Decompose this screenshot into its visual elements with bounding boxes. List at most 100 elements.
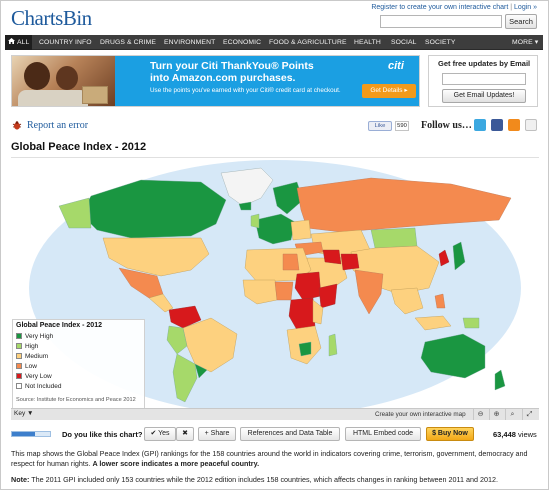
site-logo[interactable]: ChartsBin (11, 6, 92, 30)
map-east-africa[interactable] (312, 299, 324, 325)
map-australia[interactable] (420, 333, 486, 379)
map-greenland[interactable] (220, 167, 274, 207)
map-colombia[interactable] (168, 305, 202, 329)
facebook-icon[interactable] (491, 119, 503, 131)
map-somalia[interactable] (318, 283, 338, 309)
facebook-like-button[interactable]: Like (368, 121, 392, 131)
legend-item-very-high: Very High (16, 333, 53, 341)
main-nav: ALL COUNTRY INFO DRUGS & CRIME ENVIRONME… (5, 35, 543, 50)
map-usa[interactable] (102, 237, 210, 277)
legend-swatch (16, 363, 22, 369)
legend-swatch (16, 333, 22, 339)
rss-icon[interactable] (508, 119, 520, 131)
share-button[interactable]: + Share (198, 427, 236, 441)
link-separator: | (510, 4, 513, 11)
like-question: Do you like this chart? (62, 430, 143, 439)
legend-item-very-low: Very Low (16, 373, 52, 381)
top-links: Register to create your own interactive … (371, 4, 537, 11)
references-button[interactable]: References and Data Table (240, 427, 340, 441)
map-brazil[interactable] (182, 317, 238, 373)
ad-banner[interactable]: Turn your Citi ThankYou® Points into Ama… (11, 55, 420, 107)
map-mongolia[interactable] (370, 227, 418, 249)
map-uruguay[interactable] (194, 363, 208, 379)
legend-swatch (16, 383, 22, 389)
legend-swatch (16, 343, 22, 349)
map-iceland[interactable] (238, 201, 252, 211)
buy-now-button[interactable]: $ Buy Now (426, 427, 474, 441)
nav-item-society[interactable]: SOCIETY (425, 39, 456, 46)
map-japan[interactable] (452, 241, 466, 271)
map-ukraine[interactable] (290, 219, 312, 241)
create-map-link[interactable]: Create your own interactive map (375, 410, 466, 418)
nav-item-more[interactable]: MORE ▾ (512, 39, 539, 46)
map-new-zealand[interactable] (494, 369, 506, 391)
map-west-africa[interactable] (242, 279, 278, 305)
chart-note: Note: The 2011 GPI included only 153 cou… (11, 475, 498, 484)
map-alaska[interactable] (58, 197, 92, 229)
no-button[interactable]: ✖ (176, 427, 194, 441)
nav-item-country-info[interactable]: COUNTRY INFO (39, 39, 92, 46)
map-libya[interactable] (282, 253, 300, 271)
register-link[interactable]: Register to create your own interactive … (371, 4, 509, 11)
world-map[interactable]: Global Peace Index - 2012 Very High High… (11, 157, 539, 410)
map-indonesia[interactable] (414, 315, 452, 331)
zoom-out-icon[interactable]: ⊖ (473, 409, 487, 420)
nav-item-all[interactable]: ALL (5, 35, 32, 50)
legend-item-low: Low (16, 363, 37, 371)
map-scandinavia[interactable] (272, 181, 304, 215)
fullscreen-icon[interactable]: ⤢ (522, 409, 536, 420)
map-canvas[interactable] (11, 158, 539, 408)
chart-description: This map shows the Global Peace Index (G… (11, 449, 528, 468)
get-email-updates-button[interactable]: Get Email Updates! (442, 89, 526, 103)
nav-item-economic[interactable]: ECONOMIC (223, 39, 262, 46)
email-field[interactable] (442, 73, 526, 85)
map-nigeria[interactable] (274, 281, 294, 301)
zoom-in-icon[interactable]: ⊕ (489, 409, 503, 420)
map-toolbar: Key ▼ Create your own interactive map ⊖ … (11, 408, 539, 420)
map-philippines[interactable] (434, 293, 446, 309)
map-peru[interactable] (166, 325, 188, 355)
map-europe[interactable] (254, 213, 296, 245)
home-icon (8, 38, 15, 44)
login-link[interactable]: Login » (514, 4, 537, 11)
legend-source: Source: Institute for Economics and Peac… (16, 397, 136, 403)
bug-icon (12, 121, 22, 130)
citi-logo: citi (388, 60, 404, 72)
rating-bar-fill (12, 432, 35, 436)
email-updates-title: Get free updates by Email (438, 59, 531, 68)
map-papua-new-guinea[interactable] (462, 317, 480, 329)
map-madagascar[interactable] (328, 333, 338, 357)
twitter-icon[interactable] (474, 119, 486, 131)
ad-headline: Turn your Citi ThankYou® Points into Ama… (150, 60, 314, 84)
map-botswana[interactable] (298, 341, 312, 357)
map-iraq[interactable] (322, 249, 342, 265)
map-afghanistan[interactable] (340, 253, 360, 271)
yes-button[interactable]: ✔ Yes (144, 427, 176, 441)
facebook-like-count: 590 (395, 121, 409, 131)
map-canada[interactable] (80, 179, 227, 239)
map-uk[interactable] (250, 213, 260, 229)
legend-title: Global Peace Index - 2012 (16, 322, 102, 329)
key-toggle[interactable]: Key ▼ (14, 410, 34, 417)
nav-item-drugs-crime[interactable]: DRUGS & CRIME (100, 39, 157, 46)
ad-photo (12, 56, 115, 106)
map-central-america[interactable] (148, 293, 174, 313)
map-southeast-asia[interactable] (390, 287, 424, 315)
zoom-reset-icon[interactable]: ⌕ (505, 409, 519, 420)
embed-code-button[interactable]: HTML Embed code (345, 427, 421, 441)
nav-item-food-agriculture[interactable]: FOOD & AGRICULTURE (269, 39, 347, 46)
nav-item-health[interactable]: HEALTH (354, 39, 381, 46)
report-error-link[interactable]: Report an error (27, 120, 89, 131)
nav-item-social[interactable]: SOCIAL (391, 39, 417, 46)
ad-get-details-button[interactable]: Get Details ▸ (362, 84, 416, 98)
nav-item-environment[interactable]: ENVIRONMENT (164, 39, 216, 46)
legend-item-not-included: Not Included (16, 383, 62, 391)
legend-item-high: High (16, 343, 38, 351)
stumbleupon-icon[interactable] (525, 119, 537, 131)
search-button[interactable]: Search (505, 14, 537, 29)
map-legend: Global Peace Index - 2012 Very High High… (12, 319, 145, 410)
map-north-korea[interactable] (438, 249, 450, 267)
search-input[interactable] (380, 15, 502, 28)
view-count: 63,448 views (493, 430, 537, 439)
map-india[interactable] (354, 269, 384, 315)
